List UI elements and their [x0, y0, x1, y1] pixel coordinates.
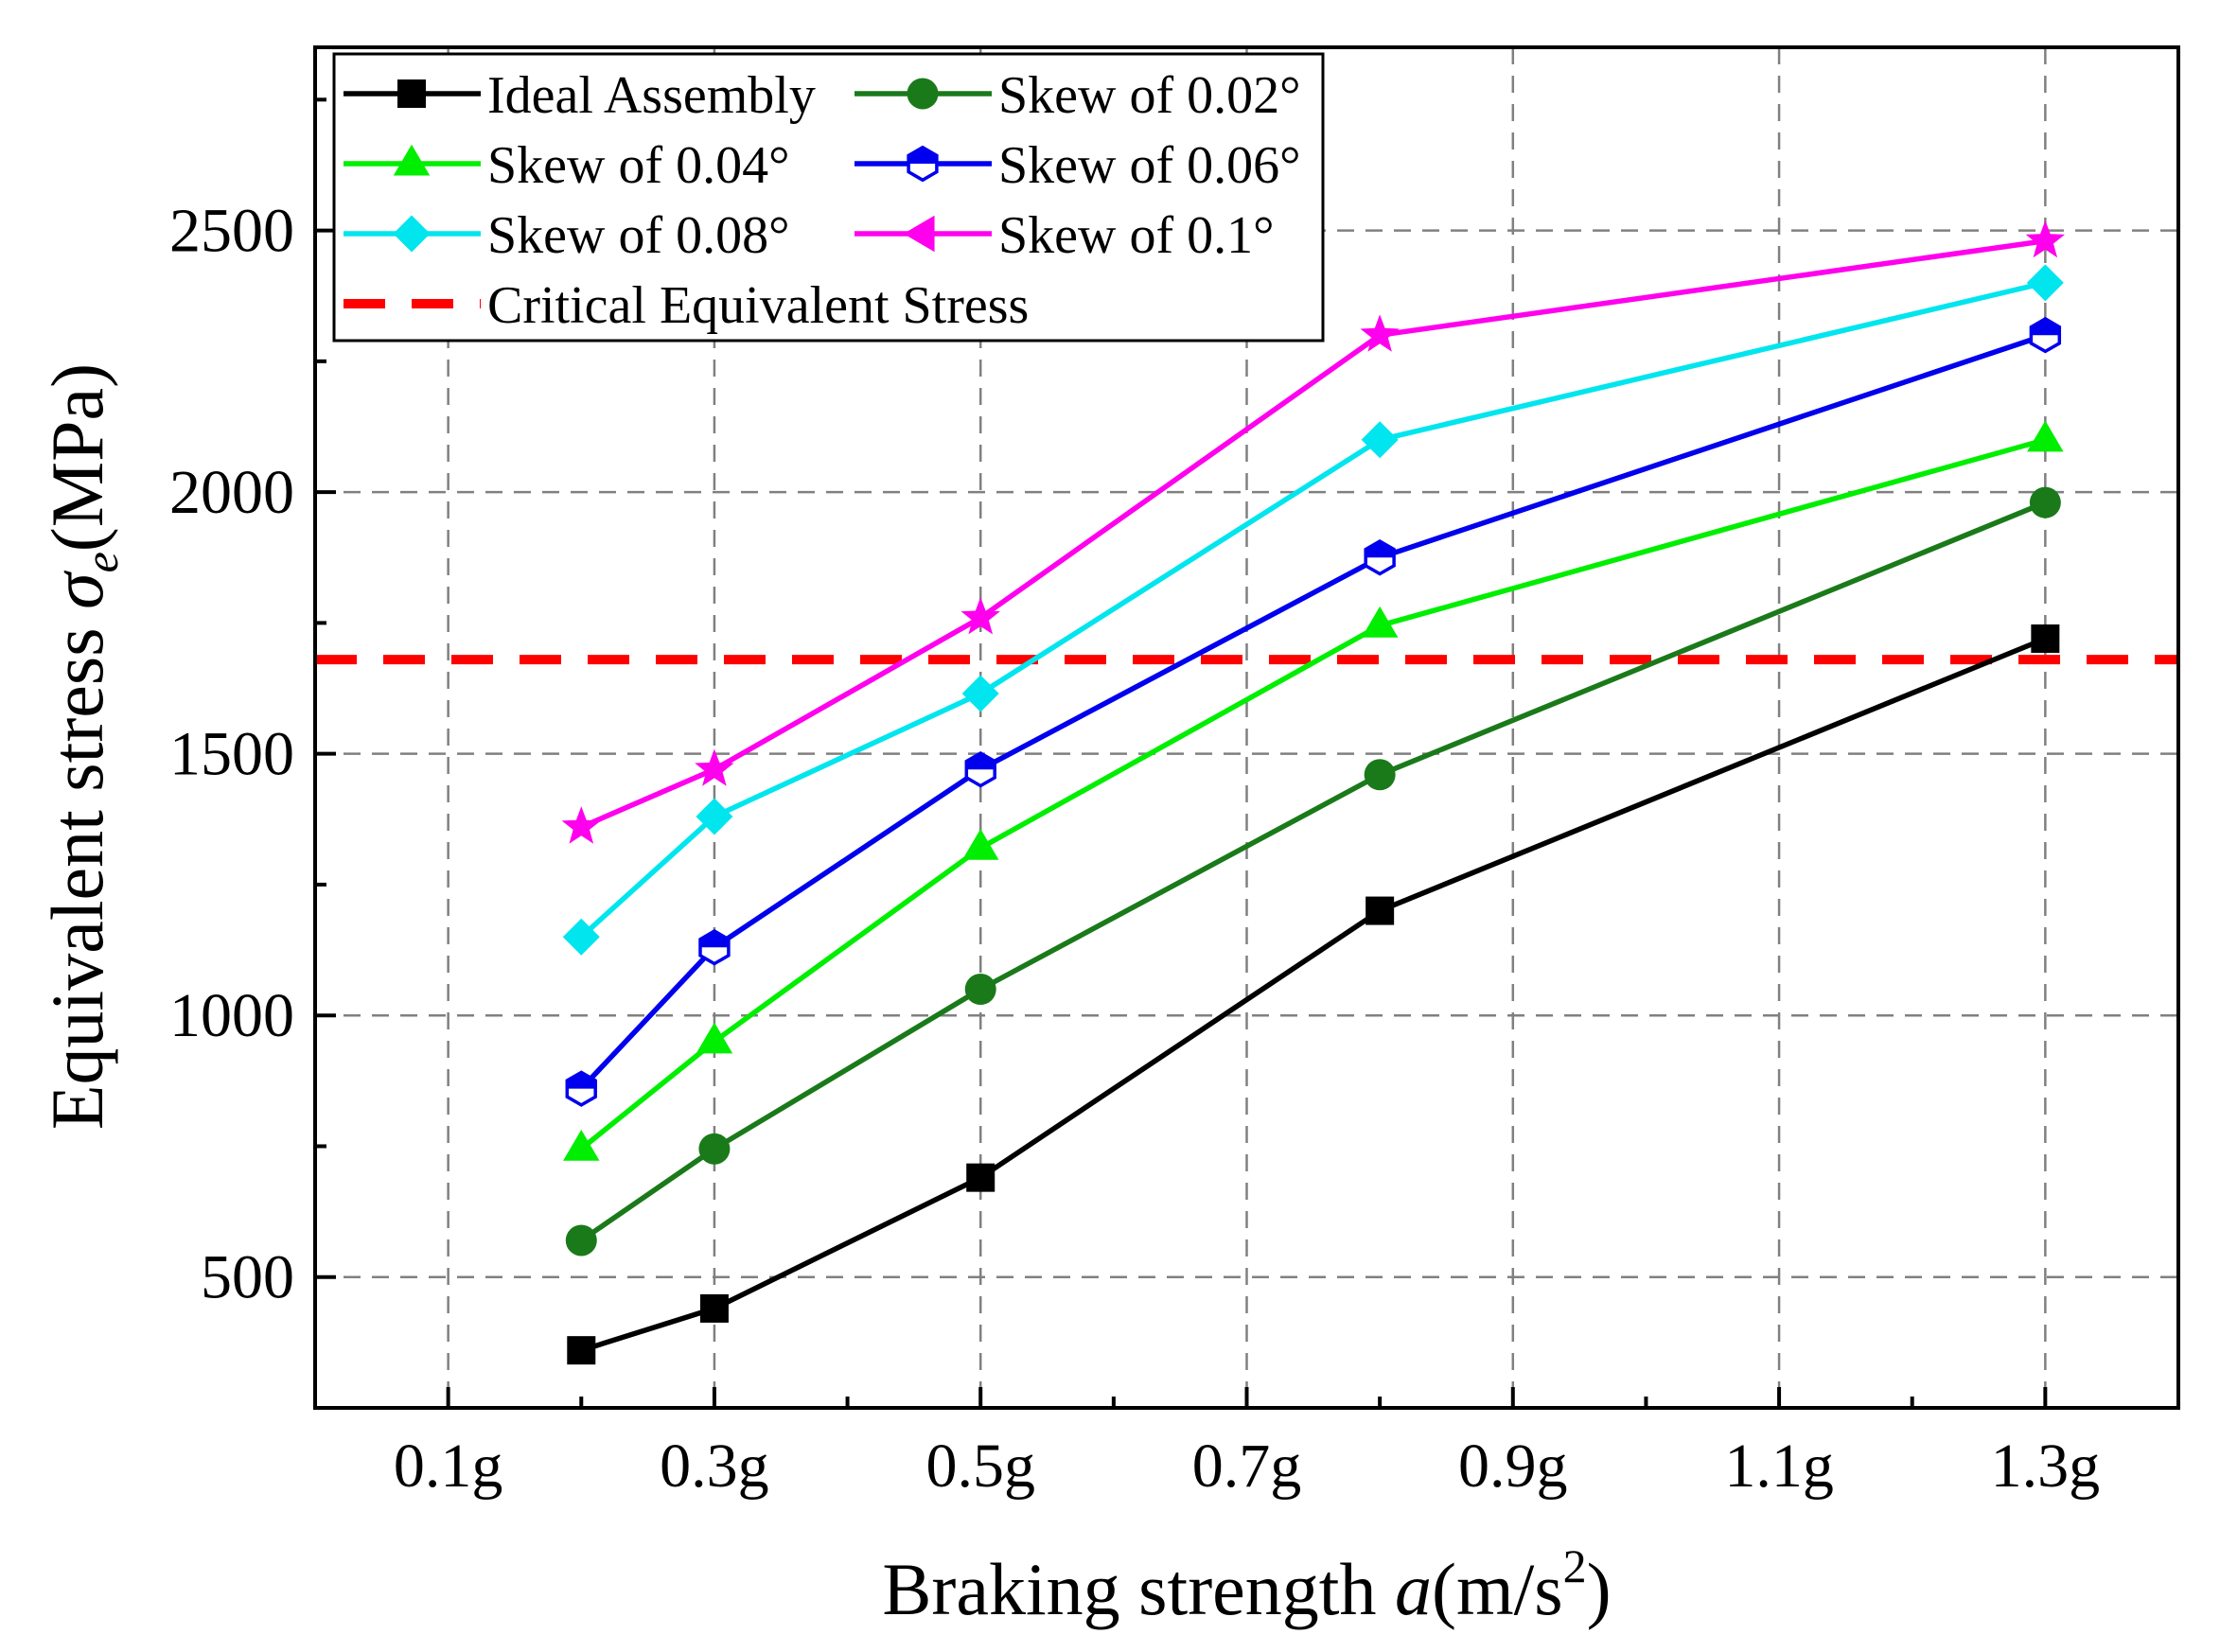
legend-item-critical-equivalent-stress: Critical Equivalent Stress — [344, 276, 1029, 335]
legend-item-ideal-assembly: Ideal Assembly — [344, 66, 816, 125]
legend-label: Skew of 0.04° — [487, 136, 789, 195]
legend-item-skew-of-0-08: Skew of 0.08° — [344, 206, 789, 265]
data-point — [1361, 606, 1399, 638]
legend-label: Ideal Assembly — [487, 66, 816, 125]
data-point — [964, 750, 996, 788]
series-skew-of-0-04 — [563, 420, 2064, 1161]
data-point — [563, 1129, 600, 1161]
x-axis: 0.1g 0.3g 0.5g 0.7g 0.9g 1.1g 1.3g — [313, 1387, 2101, 1501]
y-axis-label-prefix: Equivalent stress — [36, 609, 118, 1130]
legend-marker — [903, 215, 935, 253]
legend: Ideal Assembly Skew of 0.02° Skew of 0.04°… — [332, 52, 1325, 343]
data-point — [1365, 896, 1395, 925]
x-axis-label: Braking strength a(m/s2) — [882, 1539, 1611, 1630]
data-point — [567, 1336, 596, 1365]
x-tick-label: 0.5g — [925, 1432, 1035, 1501]
x-axis-label-superscript: 2 — [1563, 1539, 1587, 1592]
y-tick-label: 2000 — [169, 458, 294, 527]
data-point — [2027, 420, 2064, 452]
x-tick-label: 0.1g — [394, 1432, 503, 1501]
y-axis-label: Equivalent stress σe(MPa) — [36, 363, 128, 1130]
legend-box — [332, 52, 1325, 343]
data-point — [966, 1163, 995, 1192]
legend-marker — [907, 78, 939, 110]
data-point — [2026, 264, 2064, 302]
legend-item-skew-of-0-04: Skew of 0.04° — [344, 136, 789, 195]
legend-label: Critical Equivalent Stress — [487, 276, 1029, 335]
data-point — [1361, 421, 1399, 459]
legend-item-skew-of-0-06: Skew of 0.06° — [855, 136, 1300, 195]
y-axis-label-subscript: e — [75, 552, 128, 572]
data-point — [561, 806, 601, 844]
legend-item-skew-of-0-02: Skew of 0.02° — [855, 66, 1300, 125]
x-tick-label: 1.3g — [1991, 1432, 2101, 1501]
legend-marker — [393, 144, 431, 176]
data-point — [2031, 624, 2060, 653]
series-group — [561, 220, 2065, 1365]
y-tick-label: 1000 — [169, 981, 294, 1050]
legend-marker — [907, 145, 939, 183]
data-point — [699, 1293, 729, 1323]
y-axis-label-unit: (MPa) — [36, 363, 118, 552]
data-point — [960, 597, 1000, 635]
x-tick-label: 0.9g — [1458, 1432, 1568, 1501]
data-point — [964, 974, 996, 1006]
series-skew-of-0-1 — [561, 220, 2065, 844]
data-point — [696, 798, 733, 835]
legend-item-skew-of-0-1: Skew of 0.1° — [855, 206, 1274, 265]
x-axis-label-unit: (m/s — [1432, 1548, 1563, 1630]
data-point — [2029, 486, 2061, 518]
y-tick-label: 2500 — [169, 197, 294, 266]
y-axis: 500 1000 1500 2000 2500 — [169, 97, 336, 1312]
data-point — [695, 748, 734, 786]
data-point — [698, 928, 731, 966]
legend-marker — [397, 79, 426, 108]
legend-marker — [393, 215, 431, 253]
data-point — [565, 1224, 597, 1257]
y-tick-label: 500 — [201, 1243, 294, 1312]
series-skew-of-0-08 — [562, 264, 2064, 956]
data-point — [961, 828, 999, 860]
legend-label: Skew of 0.02° — [998, 66, 1300, 125]
x-tick-label: 0.7g — [1192, 1432, 1302, 1501]
legend-label: Skew of 0.1° — [998, 206, 1274, 265]
series-ideal-assembly — [567, 624, 2060, 1365]
y-axis-label-variable: σ — [36, 571, 118, 609]
data-point — [698, 1133, 731, 1165]
x-axis-label-variable: a — [1395, 1548, 1432, 1630]
data-point — [2025, 220, 2065, 258]
data-point — [565, 1070, 597, 1107]
x-tick-label: 0.3g — [660, 1432, 769, 1501]
data-point — [2029, 316, 2062, 354]
legend-label: Skew of 0.06° — [998, 136, 1300, 195]
x-axis-label-close: ) — [1587, 1548, 1612, 1630]
series-skew-of-0-02 — [565, 486, 2061, 1257]
series-skew-of-0-06 — [565, 316, 2062, 1107]
data-point — [1364, 759, 1396, 791]
data-point — [1360, 314, 1400, 352]
data-point — [696, 1022, 733, 1054]
y-tick-label: 1500 — [169, 720, 294, 789]
data-point — [1364, 538, 1396, 576]
data-point — [961, 675, 999, 712]
legend-label: Skew of 0.08° — [487, 206, 789, 265]
x-tick-label: 1.1g — [1724, 1432, 1834, 1501]
data-point — [562, 918, 600, 956]
x-axis-label-prefix: Braking strength — [882, 1548, 1395, 1630]
